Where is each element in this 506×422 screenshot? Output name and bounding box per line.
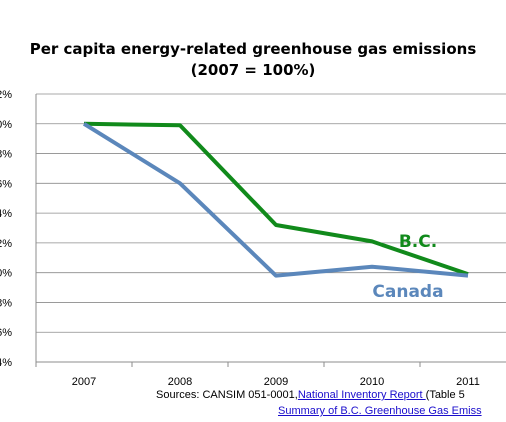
y-tick-label: 86%: [0, 327, 12, 339]
y-tick-label: 100%: [0, 119, 12, 131]
y-tick-label: 84%: [0, 357, 12, 369]
national-inventory-report-link[interactable]: National Inventory Report: [297, 389, 426, 401]
series-line-bc: [83, 121, 469, 277]
chart-title: Per capita energy-related greenhouse gas…: [29, 40, 477, 58]
y-tick-label: 102%: [0, 89, 12, 101]
y-tick-label: 96%: [0, 178, 12, 190]
series-line-canada: [82, 122, 469, 278]
bc-ghg-summary-link[interactable]: Summary of B.C. Greenhouse Gas Emiss: [278, 405, 482, 417]
x-tick-label: 2009: [264, 376, 288, 388]
sources-table-ref: (Table 5: [425, 389, 465, 401]
y-tick-label: 98%: [0, 149, 12, 161]
sources-note: Sources: CANSIM 051-0001,National Invent…: [156, 387, 506, 417]
x-tick-label: 2007: [72, 376, 96, 388]
y-tick-label: 90%: [0, 268, 12, 280]
y-tick-label: 94%: [0, 208, 12, 220]
y-tick-label: 92%: [0, 238, 12, 250]
x-tick-label: 2008: [168, 376, 192, 388]
sources-prefix: Sources: CANSIM 051-0001,: [156, 389, 298, 401]
series-label-bc: B.C.: [399, 232, 437, 252]
x-tick-label: 2011: [456, 376, 480, 388]
series-label-canada: Canada: [372, 282, 443, 302]
y-tick-label: 88%: [0, 297, 12, 309]
x-tick-label: 2010: [360, 376, 384, 388]
chart-subtitle: (2007 = 100%): [190, 61, 316, 79]
